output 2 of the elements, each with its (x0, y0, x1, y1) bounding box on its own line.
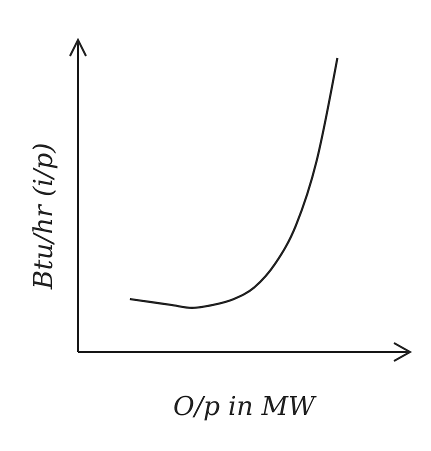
y-axis-title: Btu/hr (i/p) (29, 142, 59, 290)
x-axis-title: O/p in MW (173, 392, 318, 422)
